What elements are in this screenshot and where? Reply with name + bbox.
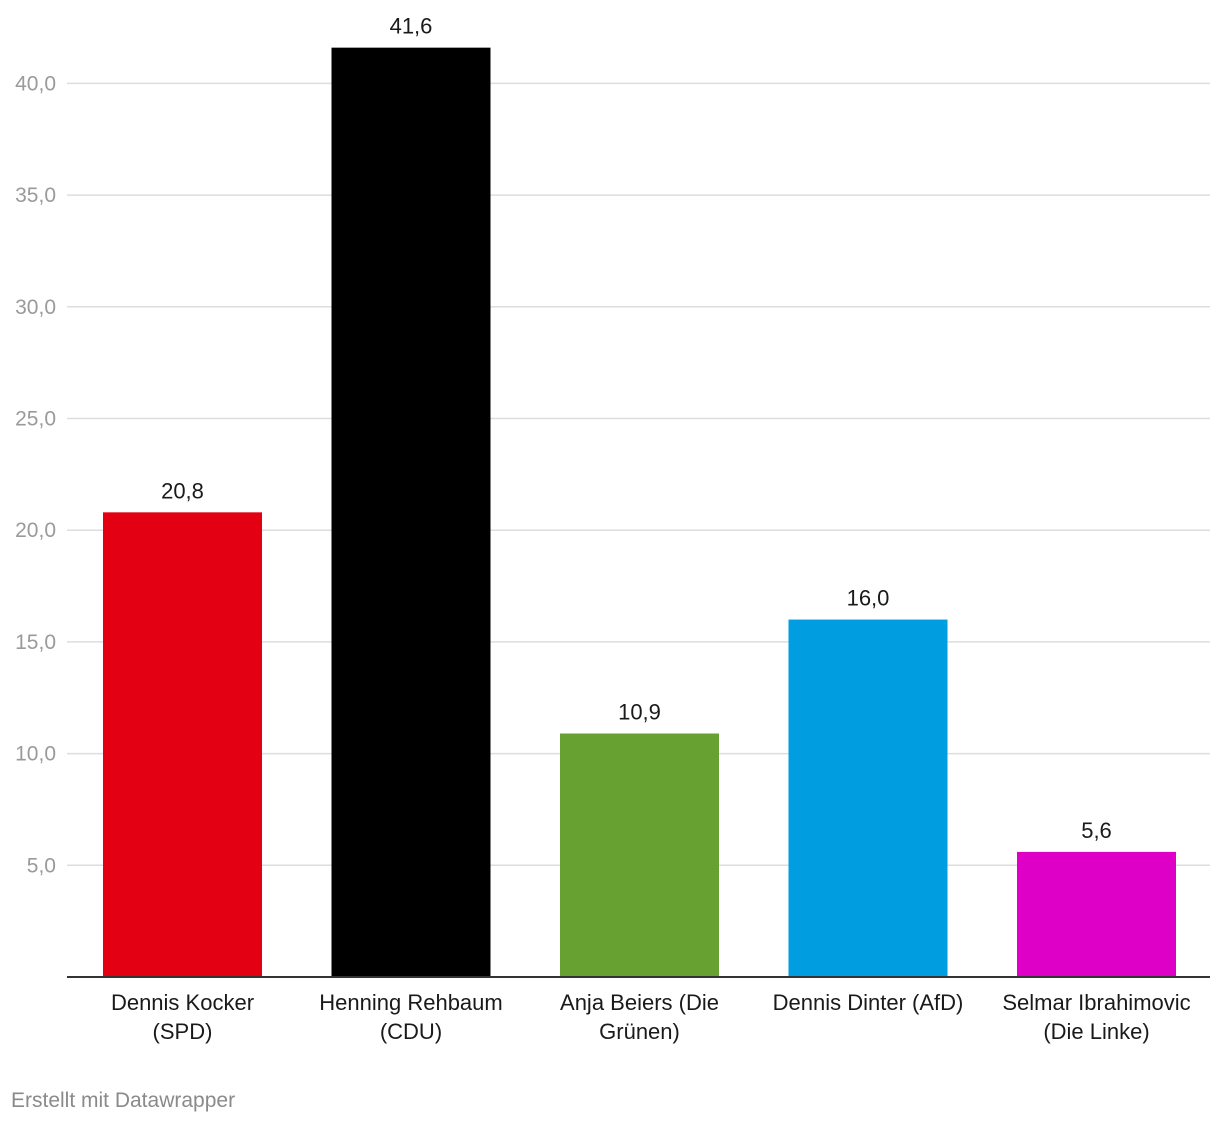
y-tick-label: 40,0 (15, 72, 56, 95)
bar (560, 733, 719, 977)
y-tick-label: 10,0 (15, 743, 56, 766)
x-category-label: Selmar Ibrahimovic (Die Linke) (1002, 990, 1190, 1044)
y-tick-label: 20,0 (15, 519, 56, 542)
x-category-label: Dennis Kocker (SPD) (111, 990, 254, 1044)
bar-value-label: 16,0 (847, 586, 890, 611)
bar-value-label: 41,6 (390, 14, 433, 39)
bars (103, 47, 1176, 977)
footer-credit: Erstellt mit Datawrapper (11, 1089, 236, 1112)
y-axis-ticks: 5,0 10,0 15,0 20,0 25,0 30,0 35,0 40,0 (15, 72, 56, 877)
bar-value-label: 20,8 (161, 478, 204, 503)
bar (788, 619, 948, 977)
x-category-label: Anja Beiers (Die Grünen) (560, 990, 719, 1044)
bar-value-label: 5,6 (1081, 818, 1112, 843)
y-tick-label: 15,0 (15, 631, 56, 654)
y-tick-label: 35,0 (15, 184, 56, 207)
x-axis-labels: Dennis Kocker (SPD) Henning Rehbaum (CDU) An… (111, 990, 1191, 1044)
bar (1017, 851, 1176, 977)
value-labels: 20,8 41,6 10,9 16,0 5,6 (161, 14, 1112, 843)
y-tick-label: 30,0 (15, 296, 56, 319)
x-category-label: Dennis Dinter (AfD) (773, 990, 964, 1015)
bar (331, 47, 491, 977)
x-category-label: Henning Rehbaum (CDU) (319, 990, 502, 1044)
bar-value-label: 10,9 (618, 699, 661, 724)
y-tick-label: 5,0 (27, 854, 56, 877)
bar (103, 512, 262, 977)
y-tick-label: 25,0 (15, 408, 56, 431)
